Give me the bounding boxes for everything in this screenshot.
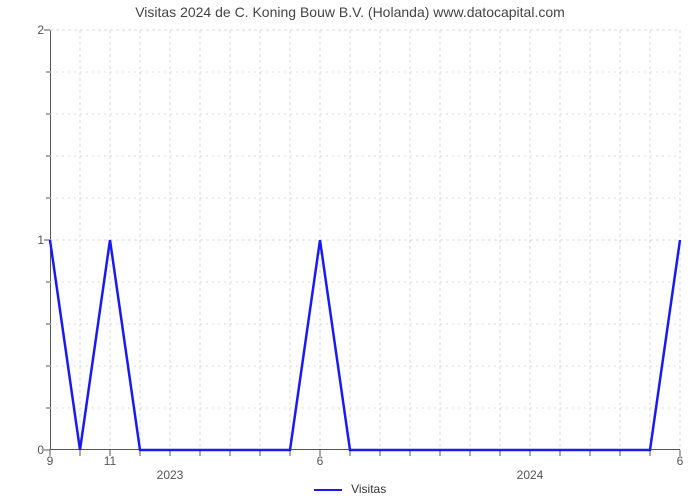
chart-container: Visitas 2024 de C. Koning Bouw B.V. (Hol… xyxy=(0,0,700,500)
series-line xyxy=(50,240,680,450)
grid-lines xyxy=(50,30,680,450)
y-tick-label: 2 xyxy=(37,23,44,37)
legend-label: Visitas xyxy=(351,482,386,496)
y-tick-label: 1 xyxy=(37,233,44,247)
chart-svg xyxy=(50,30,680,450)
y-axis-ticks xyxy=(44,30,50,450)
x-tick-label: 9 xyxy=(47,454,54,468)
x-tick-label: 6 xyxy=(677,454,684,468)
x-tick-label: 11 xyxy=(104,454,116,468)
chart-title: Visitas 2024 de C. Koning Bouw B.V. (Hol… xyxy=(0,4,700,20)
x-tick-label: 6 xyxy=(317,454,324,468)
x-group-label: 2024 xyxy=(517,468,544,482)
legend-swatch xyxy=(314,489,342,491)
y-tick-label: 0 xyxy=(37,443,44,457)
legend: Visitas xyxy=(0,482,700,496)
x-group-label: 2023 xyxy=(157,468,184,482)
